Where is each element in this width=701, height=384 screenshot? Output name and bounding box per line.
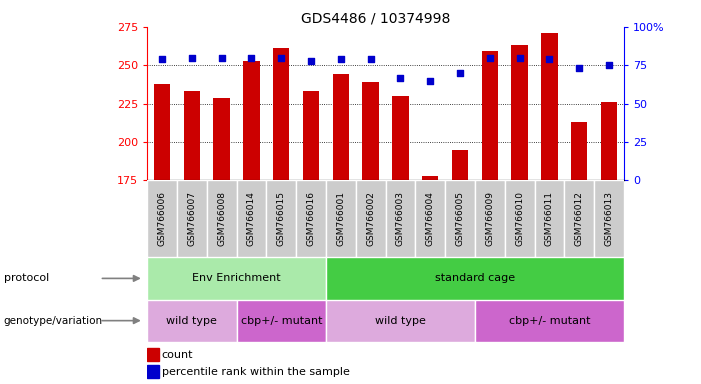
Point [484, 55, 496, 61]
Text: count: count [161, 349, 193, 359]
Bar [297, 180, 326, 257]
Point [604, 62, 615, 68]
Point [514, 55, 525, 61]
Bar [564, 180, 594, 257]
Bar [505, 180, 535, 257]
Text: cbp+/- mutant: cbp+/- mutant [240, 316, 322, 326]
Bar [147, 348, 158, 361]
Bar [393, 96, 409, 180]
Bar [147, 365, 158, 379]
Point [246, 55, 257, 61]
Bar [266, 180, 297, 257]
Text: standard cage: standard cage [435, 273, 515, 283]
Bar [482, 51, 498, 180]
Text: GDS4486 / 10374998: GDS4486 / 10374998 [301, 12, 451, 25]
Text: cbp+/- mutant: cbp+/- mutant [509, 316, 590, 326]
Bar [601, 102, 617, 180]
Bar [147, 257, 326, 300]
Text: GSM766001: GSM766001 [336, 191, 346, 247]
Text: GSM766011: GSM766011 [545, 191, 554, 247]
Bar [452, 150, 468, 180]
Bar [326, 257, 624, 300]
Text: GSM766013: GSM766013 [604, 191, 613, 247]
Text: GSM766006: GSM766006 [158, 191, 167, 247]
Bar [333, 74, 349, 180]
Point [544, 56, 555, 62]
Bar [177, 180, 207, 257]
Text: GSM766002: GSM766002 [366, 192, 375, 246]
Point [335, 56, 346, 62]
Bar [571, 122, 587, 180]
Point [425, 78, 436, 84]
Bar [326, 300, 475, 342]
Bar [237, 180, 266, 257]
Point [454, 70, 465, 76]
Text: GSM766004: GSM766004 [426, 192, 435, 246]
Text: GSM766003: GSM766003 [396, 191, 405, 247]
Bar [422, 176, 438, 180]
Point [186, 55, 198, 61]
Bar [184, 91, 200, 180]
Text: GSM766009: GSM766009 [485, 191, 494, 247]
Bar [303, 91, 319, 180]
Text: genotype/variation: genotype/variation [4, 316, 102, 326]
Bar [355, 180, 386, 257]
Bar [475, 180, 505, 257]
Text: GSM766010: GSM766010 [515, 191, 524, 247]
Text: wild type: wild type [166, 316, 217, 326]
Text: GSM766015: GSM766015 [277, 191, 286, 247]
Text: GSM766007: GSM766007 [187, 191, 196, 247]
Text: GSM766016: GSM766016 [306, 191, 315, 247]
Bar [534, 180, 564, 257]
Bar [541, 33, 557, 180]
Bar [154, 84, 170, 180]
Point [306, 58, 317, 64]
Point [275, 55, 287, 61]
Bar [594, 180, 624, 257]
Bar [415, 180, 445, 257]
Bar [512, 45, 528, 180]
Text: GSM766005: GSM766005 [456, 191, 465, 247]
Bar [207, 180, 237, 257]
Text: wild type: wild type [375, 316, 426, 326]
Bar [214, 98, 230, 180]
Bar [475, 300, 624, 342]
Point [216, 55, 227, 61]
Text: GSM766012: GSM766012 [575, 192, 584, 246]
Point [156, 56, 168, 62]
Bar [362, 82, 379, 180]
Bar [273, 48, 290, 180]
Text: GSM766008: GSM766008 [217, 191, 226, 247]
Text: percentile rank within the sample: percentile rank within the sample [161, 367, 349, 377]
Point [573, 65, 585, 71]
Bar [445, 180, 475, 257]
Bar [386, 180, 415, 257]
Bar [326, 180, 356, 257]
Bar [237, 300, 326, 342]
Point [365, 56, 376, 62]
Bar [243, 61, 259, 180]
Bar [147, 180, 177, 257]
Point [395, 74, 406, 81]
Text: Env Enrichment: Env Enrichment [192, 273, 281, 283]
Text: GSM766014: GSM766014 [247, 192, 256, 246]
Bar [147, 300, 237, 342]
Text: protocol: protocol [4, 273, 49, 283]
